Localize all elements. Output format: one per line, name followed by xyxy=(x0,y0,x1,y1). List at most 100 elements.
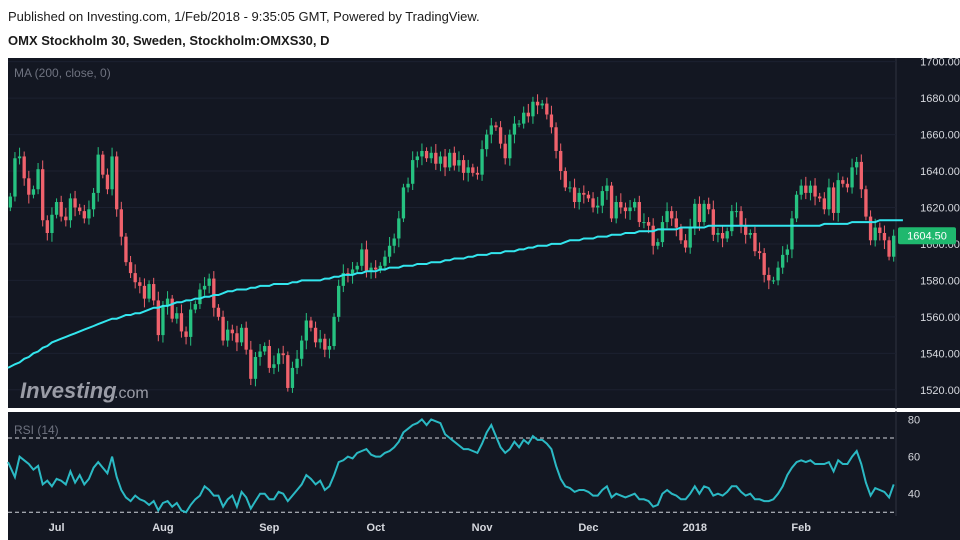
candle xyxy=(110,147,114,196)
candle xyxy=(489,117,493,144)
candle xyxy=(799,179,803,200)
candle xyxy=(272,355,276,375)
candle xyxy=(295,350,299,375)
price-tick-label: 1560.00 xyxy=(920,312,960,324)
candle xyxy=(128,255,133,279)
candle xyxy=(387,237,392,263)
candle xyxy=(207,273,211,294)
price-tick-label: 1540.00 xyxy=(920,348,960,360)
candle xyxy=(73,190,77,217)
candle xyxy=(383,250,387,271)
candle xyxy=(36,163,40,195)
candle xyxy=(332,313,336,350)
candle xyxy=(378,262,382,274)
x-tick-label: Jul xyxy=(49,522,65,534)
candle xyxy=(771,276,776,285)
candle xyxy=(54,198,59,219)
candle xyxy=(392,233,396,254)
candle xyxy=(461,155,466,181)
candle xyxy=(503,134,507,165)
candle xyxy=(59,195,63,222)
candle xyxy=(341,264,345,293)
candle xyxy=(873,218,877,247)
investing-logo: Investing .com xyxy=(20,378,149,403)
rsi-tick-label: 40 xyxy=(908,489,920,501)
candle xyxy=(350,261,355,284)
candle xyxy=(290,361,295,393)
candle xyxy=(827,178,831,216)
candle xyxy=(13,152,17,202)
x-tick-label: Aug xyxy=(152,522,173,534)
candle xyxy=(27,170,31,204)
candle xyxy=(105,168,110,195)
candle xyxy=(230,324,234,341)
candle xyxy=(582,185,586,204)
candle xyxy=(239,324,244,347)
rsi-tick-label: 80 xyxy=(908,414,920,426)
candle xyxy=(193,300,197,314)
candle xyxy=(859,154,863,198)
candle xyxy=(45,215,49,241)
candle xyxy=(633,198,637,212)
candle xyxy=(864,185,868,221)
candle xyxy=(424,147,429,162)
candle xyxy=(448,149,452,172)
candle xyxy=(138,277,142,294)
candle xyxy=(96,147,100,202)
candle xyxy=(716,228,720,243)
x-tick-label: Oct xyxy=(367,522,386,534)
candle xyxy=(642,213,646,229)
candle xyxy=(702,200,706,226)
candle xyxy=(438,151,443,172)
candle xyxy=(244,321,248,355)
candle xyxy=(101,150,105,179)
candle xyxy=(323,333,327,358)
candle xyxy=(471,163,475,177)
candle xyxy=(887,236,891,261)
candle xyxy=(619,193,623,214)
candle xyxy=(226,320,230,347)
rsi-axis xyxy=(896,412,960,516)
candle xyxy=(868,210,873,246)
published-note: Published on Investing.com, 1/Feb/2018 -… xyxy=(8,9,480,24)
candle xyxy=(508,129,512,166)
candle xyxy=(535,94,540,115)
candle xyxy=(512,116,517,144)
price-tick-label: 1520.00 xyxy=(920,385,960,397)
candle xyxy=(734,202,739,218)
candle xyxy=(156,291,160,342)
candle xyxy=(452,146,456,171)
candle xyxy=(628,200,632,220)
candle xyxy=(674,210,678,237)
candle xyxy=(498,121,503,149)
candle xyxy=(531,96,535,124)
candle xyxy=(781,246,785,274)
candle xyxy=(152,277,156,306)
rsi-tick-label: 60 xyxy=(908,452,920,464)
candle xyxy=(147,280,151,303)
candle xyxy=(577,187,581,210)
candle xyxy=(212,271,216,317)
candle xyxy=(249,340,253,386)
candle xyxy=(258,344,262,366)
candle xyxy=(313,321,318,348)
candle xyxy=(878,222,882,241)
candle xyxy=(374,260,378,279)
candle xyxy=(466,159,470,182)
candle xyxy=(216,304,221,321)
candle xyxy=(115,151,119,217)
candle xyxy=(596,196,600,214)
candle xyxy=(184,326,188,345)
candle xyxy=(563,167,567,192)
x-tick-label: 2018 xyxy=(683,522,707,534)
rsi-line xyxy=(7,418,895,514)
candle xyxy=(406,177,410,193)
svg-text:.com: .com xyxy=(114,385,149,402)
price-tick-label: 1700.00 xyxy=(920,57,960,69)
candle xyxy=(850,158,854,194)
candle xyxy=(836,172,840,222)
candle xyxy=(22,151,26,186)
candle xyxy=(656,238,660,250)
candle xyxy=(711,200,715,242)
